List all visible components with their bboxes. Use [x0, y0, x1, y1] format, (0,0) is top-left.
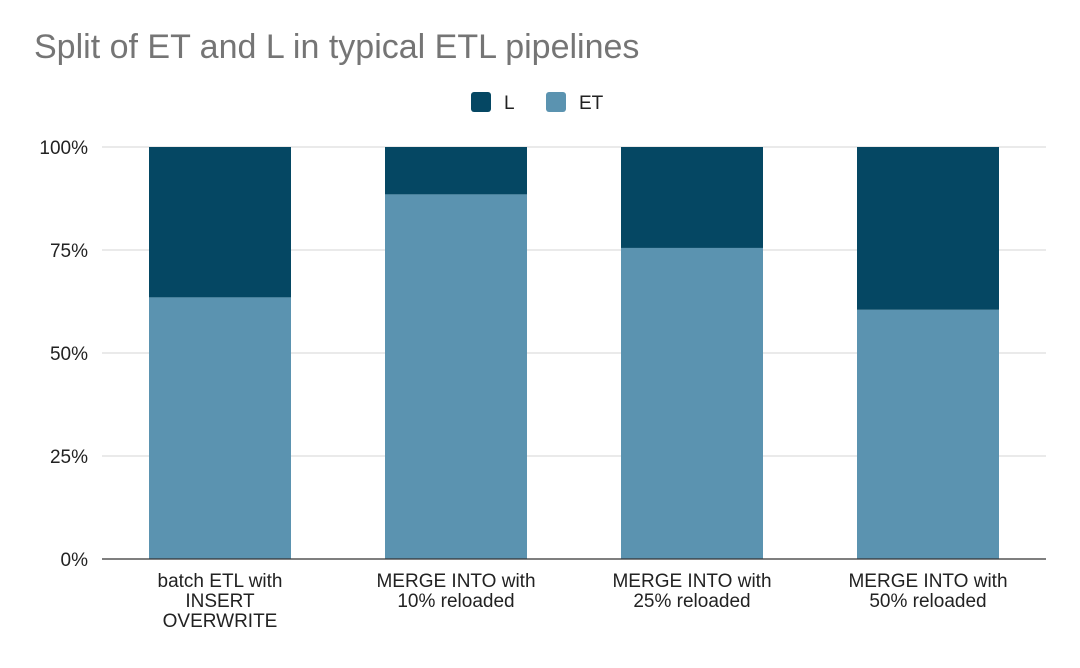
legend: L ET: [471, 92, 604, 114]
x-tick-label: MERGE INTO with 25% reloaded: [612, 571, 771, 612]
x-tick-label-line: MERGE INTO with: [612, 571, 771, 592]
bar-l: [857, 147, 999, 310]
bar-et: [385, 194, 527, 559]
bar-l: [621, 147, 763, 248]
x-tick-label-line: 25% reloaded: [633, 591, 750, 612]
x-tick-label-line: MERGE INTO with: [848, 571, 1007, 592]
y-tick-label: 25%: [50, 447, 88, 468]
x-tick-label-line: 50% reloaded: [869, 591, 986, 612]
legend-label-et: ET: [579, 93, 604, 114]
x-tick-label-line: INSERT: [185, 591, 255, 612]
x-tick-label: batch ETL with INSERT OVERWRITE: [158, 571, 283, 632]
x-tick-label-line: MERGE INTO with: [376, 571, 535, 592]
x-tick-label-line: OVERWRITE: [163, 611, 278, 632]
bar-et: [857, 309, 999, 559]
y-tick-label: 0%: [61, 550, 89, 571]
chart-title: Split of ET and L in typical ETL pipelin…: [34, 28, 640, 66]
legend-swatch-et: [546, 92, 566, 112]
bar-et: [621, 247, 763, 559]
bar-l: [385, 147, 527, 195]
x-tick-label-line: 10% reloaded: [397, 591, 514, 612]
legend-swatch-l: [471, 92, 491, 112]
x-axis-labels: batch ETL with INSERT OVERWRITE MERGE INTO …: [158, 571, 1008, 632]
legend-label-l: L: [504, 93, 515, 114]
y-tick-label: 100%: [39, 138, 88, 159]
bars: [149, 147, 999, 559]
x-tick-label-line: batch ETL with: [158, 571, 283, 592]
y-tick-label: 75%: [50, 241, 88, 262]
x-tick-label: MERGE INTO with 10% reloaded: [376, 571, 535, 612]
bar-et: [149, 297, 291, 559]
bar-l: [149, 147, 291, 298]
x-tick-label: MERGE INTO with 50% reloaded: [848, 571, 1007, 612]
y-axis-ticks: 0% 25% 50% 75% 100%: [39, 138, 88, 571]
y-tick-label: 50%: [50, 344, 88, 365]
